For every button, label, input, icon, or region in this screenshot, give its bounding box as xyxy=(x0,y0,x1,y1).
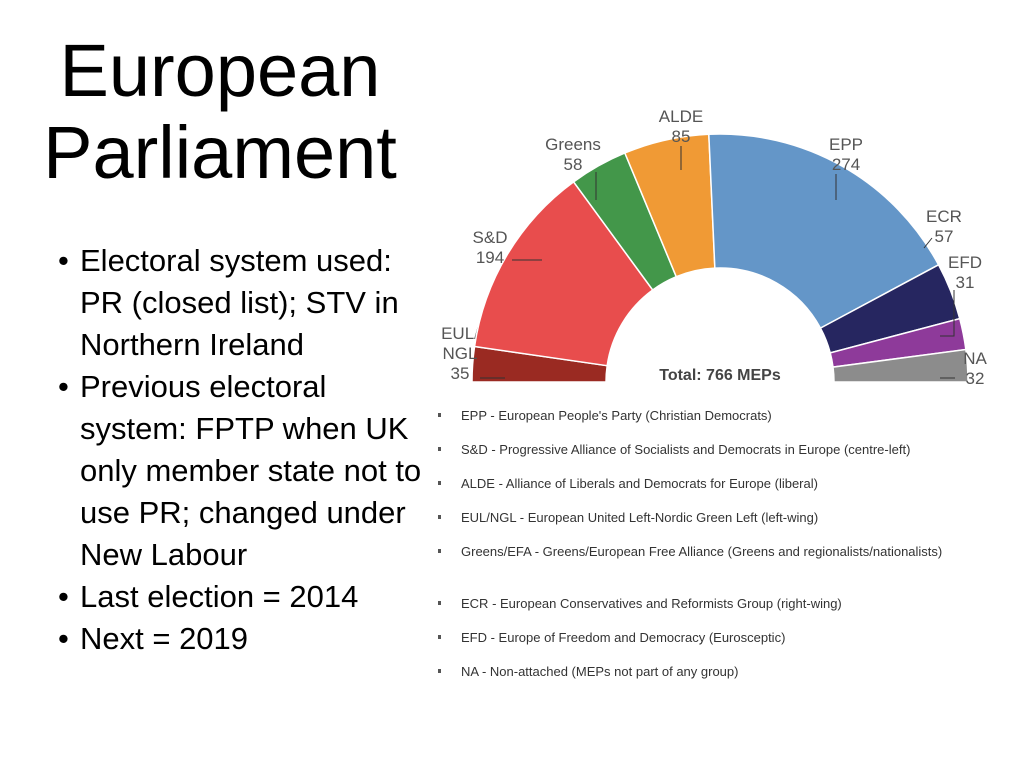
legend-abbr: EUL/NGL xyxy=(461,510,517,525)
segment-name: Greens xyxy=(545,135,601,154)
bullet-icon xyxy=(438,447,441,451)
segment-name: EUL/ xyxy=(441,324,479,343)
slide-title-line-2: Parliament xyxy=(43,111,397,194)
bullet-item: Last election = 2014 xyxy=(58,576,438,618)
slide-title-line-1: European xyxy=(59,29,381,112)
bullet-item: Electoral system used: PR (closed list);… xyxy=(58,240,438,366)
legend-abbr: ECR xyxy=(461,596,489,611)
bullet-item: Previous electoral system: FPTP when UK … xyxy=(58,366,438,576)
legend-abbr: NA xyxy=(461,664,479,679)
legend-item-epp: EPP - European People's Party (Christian… xyxy=(438,404,978,438)
segment-name: ALDE xyxy=(659,107,703,126)
legend-item-greens-efa: Greens/EFA - Greens/European Free Allian… xyxy=(438,540,978,592)
legend-text: - Progressive Alliance of Socialists and… xyxy=(487,442,911,457)
slide-title: European Parliament xyxy=(0,30,440,194)
segment-name: S&D xyxy=(473,228,508,247)
legend-text: - European United Left-Nordic Green Left… xyxy=(516,510,819,525)
segment-name: NGL xyxy=(443,344,478,363)
segment-name: EFD xyxy=(948,253,982,272)
segment-epp xyxy=(708,133,940,330)
bullet-icon xyxy=(438,601,441,605)
legend-item-ecr: ECR - European Conservatives and Reformi… xyxy=(438,592,978,626)
leader-line xyxy=(940,290,955,337)
segment-value: 57 xyxy=(935,227,954,246)
legend-text: - Alliance of Liberals and Democrats for… xyxy=(494,476,818,491)
bullet-icon xyxy=(438,549,441,553)
segment-na xyxy=(832,348,969,383)
segment-s-d xyxy=(473,180,654,367)
segment-value: 35 xyxy=(451,364,470,383)
segment-value: 58 xyxy=(564,155,583,174)
legend-text: - Europe of Freedom and Democracy (Euros… xyxy=(487,630,786,645)
legend-text: - Greens/European Free Alliance (Greens … xyxy=(531,544,943,559)
leader-line xyxy=(923,237,933,249)
legend-item-eul-ngl: EUL/NGL - European United Left-Nordic Gr… xyxy=(438,506,978,540)
bullet-list: Electoral system used: PR (closed list);… xyxy=(58,240,438,660)
bullet-icon xyxy=(438,481,441,485)
legend-text: - European People's Party (Christian Dem… xyxy=(486,408,772,423)
segment-name: ECR xyxy=(926,207,962,226)
segment-value: 194 xyxy=(476,248,504,267)
legend-item-sd: S&D - Progressive Alliance of Socialists… xyxy=(438,438,978,472)
segment-name: NA xyxy=(963,349,987,368)
bullet-item: Next = 2019 xyxy=(58,618,438,660)
total-label: Total: 766 MEPs xyxy=(659,367,781,384)
legend-text: - Non-attached (MEPs not part of any gro… xyxy=(478,664,739,679)
segment-value: 85 xyxy=(672,127,691,146)
legend-abbr: ALDE xyxy=(461,476,495,491)
legend-item-efd: EFD - Europe of Freedom and Democracy (E… xyxy=(438,626,978,660)
segment-name: EPP xyxy=(829,135,863,154)
legend-abbr: S&D xyxy=(461,442,488,457)
bullet-icon xyxy=(438,515,441,519)
bullet-icon xyxy=(438,669,441,673)
segment-value: 31 xyxy=(956,273,975,292)
segment-value: 274 xyxy=(832,155,860,174)
legend-abbr: Greens/EFA xyxy=(461,544,532,559)
bullet-icon xyxy=(438,635,441,639)
bullet-icon xyxy=(438,413,441,417)
legend-item-alde: ALDE - Alliance of Liberals and Democrat… xyxy=(438,472,978,506)
legend-item-na: NA - Non-attached (MEPs not part of any … xyxy=(438,660,978,694)
legend-text: - European Conservatives and Reformists … xyxy=(488,596,842,611)
legend-abbr: EPP xyxy=(461,408,487,423)
legend-abbr: EFD xyxy=(461,630,487,645)
segment-value: 32 xyxy=(966,369,985,388)
party-legend: EPP - European People's Party (Christian… xyxy=(438,404,978,694)
